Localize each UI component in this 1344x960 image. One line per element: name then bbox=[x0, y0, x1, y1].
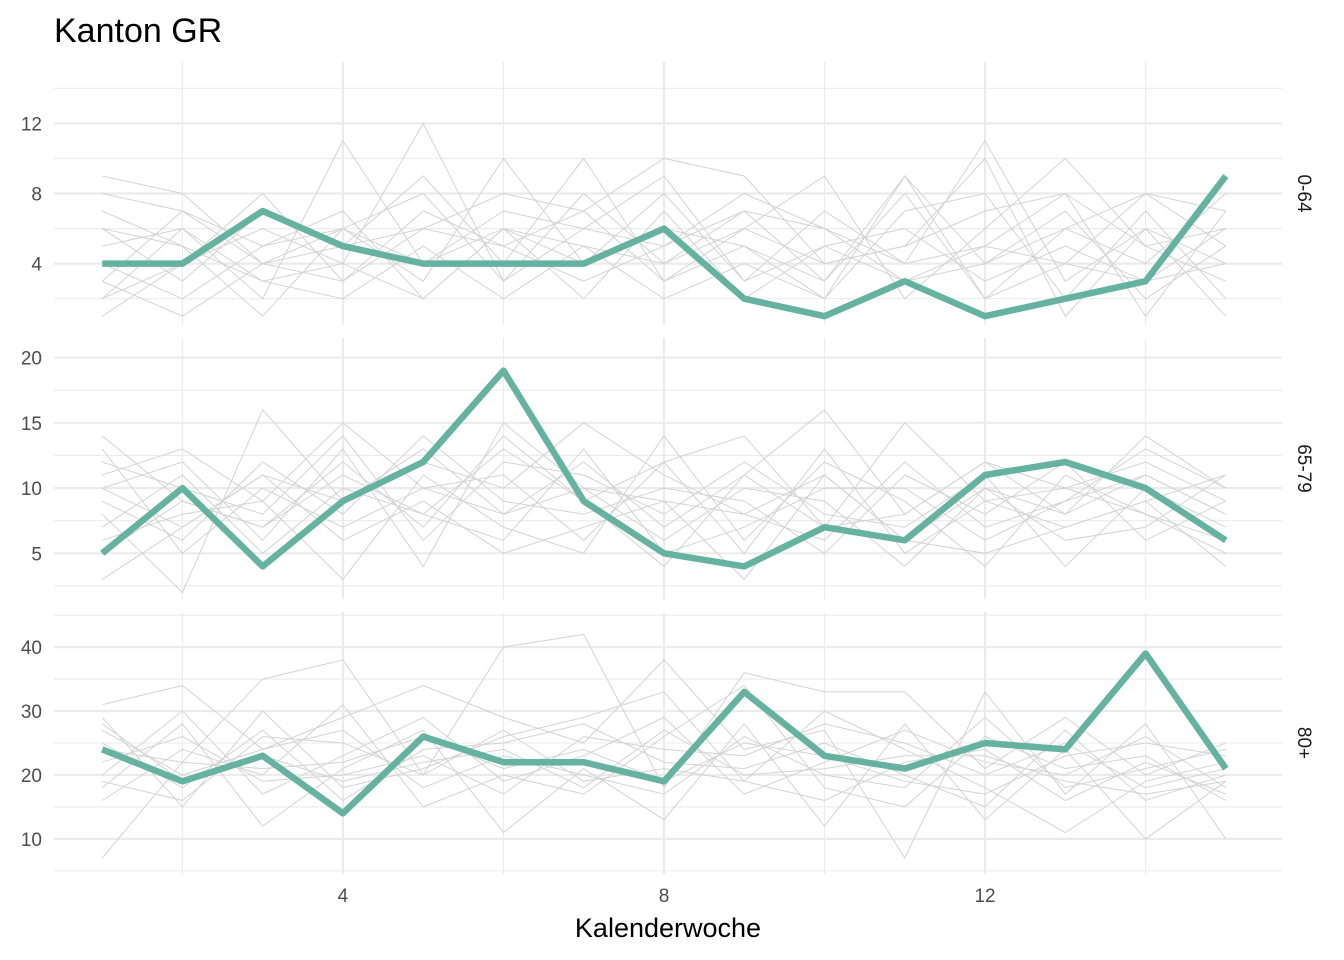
background-series-line bbox=[101, 716, 1226, 795]
y-tick-label: 12 bbox=[21, 114, 42, 135]
facet-strip-label: 80+ bbox=[1293, 727, 1314, 759]
y-tick-label: 8 bbox=[31, 185, 42, 206]
chart-title: Kanton GR bbox=[54, 12, 222, 50]
background-series-line bbox=[101, 210, 1227, 300]
panel-80+: 10 20 30 40 80+ bbox=[21, 612, 1314, 874]
background-series-line bbox=[102, 139, 1227, 300]
y-tick-label: 10 bbox=[21, 479, 42, 500]
y-tick-label: 30 bbox=[21, 702, 42, 723]
y-tick-label: 15 bbox=[21, 414, 42, 435]
x-tick-label: 8 bbox=[659, 886, 670, 907]
background-series-line bbox=[101, 723, 1226, 795]
background-series-line bbox=[101, 691, 1226, 834]
facet-strip-label: 65-79 bbox=[1293, 444, 1314, 493]
background-series-line bbox=[101, 435, 1227, 568]
highlight-series-line bbox=[102, 174, 1229, 320]
panel-65-79: 5 10 15 20 65-79 bbox=[21, 338, 1314, 599]
y-tick-label: 20 bbox=[21, 349, 42, 370]
y-tick-label: 40 bbox=[21, 638, 42, 659]
background-series-line bbox=[101, 192, 1227, 300]
panel-0-64: 4 8 12 0-64 bbox=[21, 62, 1314, 325]
background-series-line bbox=[101, 633, 1226, 859]
background-series-line bbox=[102, 435, 1227, 568]
background-series-line bbox=[101, 122, 1227, 300]
background-series-line bbox=[102, 157, 1227, 318]
background-series-line bbox=[102, 175, 1226, 317]
y-tick-label: 5 bbox=[31, 544, 42, 565]
chart-panels: 4 8 12 0-64 5 10 15 20 65-79 10 20 30 40 80+ bbox=[21, 62, 1314, 874]
background-series-line bbox=[102, 409, 1227, 528]
background-series-line bbox=[102, 729, 1226, 802]
background-series-line bbox=[101, 448, 1227, 541]
x-tick-label: 4 bbox=[338, 886, 349, 907]
background-series-line bbox=[101, 448, 1226, 555]
y-tick-label: 20 bbox=[21, 766, 42, 787]
background-series-line bbox=[101, 723, 1226, 808]
background-series-line bbox=[102, 422, 1227, 568]
background-series-line bbox=[101, 710, 1227, 795]
x-axis-title: Kalenderwoche bbox=[575, 913, 761, 943]
background-series-line bbox=[101, 408, 1227, 594]
highlight-series-line bbox=[100, 367, 1228, 570]
facet-strip-label: 0-64 bbox=[1293, 174, 1314, 212]
y-tick-label: 4 bbox=[31, 255, 42, 276]
background-series-line bbox=[102, 723, 1226, 795]
background-series-line bbox=[101, 684, 1227, 808]
y-tick-label: 10 bbox=[21, 830, 42, 851]
highlight-series-line bbox=[100, 650, 1229, 817]
x-tick-label: 12 bbox=[974, 886, 995, 907]
background-series-line bbox=[102, 157, 1226, 282]
x-axis-ticks: 4 8 12 bbox=[338, 886, 996, 907]
